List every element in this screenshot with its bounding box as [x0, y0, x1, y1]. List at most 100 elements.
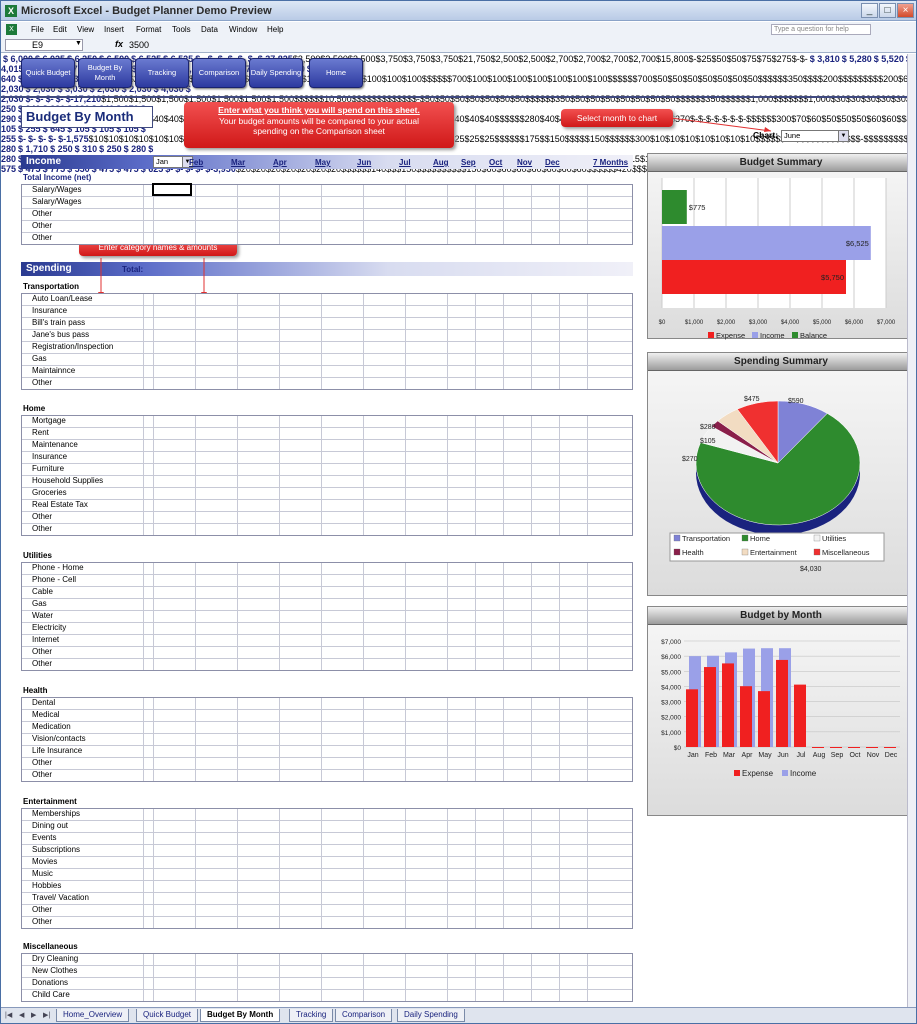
help-question-input[interactable]: Type a question for help [771, 24, 871, 35]
section-row-name[interactable]: Other [32, 647, 53, 656]
value-cell[interactable]: 20 [300, 164, 311, 174]
value-cell[interactable]: 1,500 [243, 94, 267, 104]
value-cell[interactable]: - [703, 114, 707, 124]
section-row-name[interactable]: Medication [32, 722, 71, 731]
value-cell[interactable]: 25 [701, 54, 712, 64]
value-cell[interactable]: 60 [546, 164, 557, 174]
value-cell[interactable]: 50 [731, 54, 742, 64]
selected-cell[interactable] [152, 183, 192, 196]
value-cell[interactable]: 50 [650, 94, 661, 104]
value-cell[interactable]: 3,750 [408, 54, 431, 64]
value-cell[interactable]: 50 [826, 114, 837, 124]
section-row-name[interactable]: Other [32, 378, 53, 387]
value-cell[interactable]: 50 [620, 94, 631, 104]
value-cell[interactable]: 20 [316, 164, 327, 174]
value-cell[interactable]: 50 [484, 94, 495, 104]
section-row-name[interactable]: Other [32, 905, 53, 914]
value-cell[interactable]: 1,000 [750, 94, 774, 104]
section-row-name[interactable]: Other [32, 770, 53, 779]
value-cell[interactable]: 75 [746, 54, 757, 64]
value-cell[interactable]: 30 [880, 94, 891, 104]
section-row-name[interactable]: Household Supplies [32, 476, 104, 485]
prev-sheet-icon[interactable]: ◀ [19, 1012, 25, 1019]
section-row-name[interactable]: Groceries [32, 488, 67, 497]
value-cell[interactable]: 150 [589, 134, 605, 144]
budget-summary-chart[interactable]: Budget Summary $0 $1,000 $2,000 $3,000 $4,00… [647, 153, 915, 340]
value-cell[interactable]: 40 [153, 114, 164, 124]
section-row-name[interactable]: Real Estate Tax [32, 500, 88, 509]
value-cell[interactable]: 60 [576, 164, 587, 174]
value-cell[interactable]: 10 [153, 134, 164, 144]
value-cell[interactable]: 3,750 [380, 54, 404, 64]
nav-daily-spending-button[interactable]: Daily Spending [249, 58, 303, 88]
value-cell[interactable]: 10 [670, 134, 681, 144]
nav-comparison-button[interactable]: Comparison [192, 58, 246, 88]
income-row-name[interactable]: Other [32, 233, 53, 242]
value-cell[interactable]: 50 [590, 94, 601, 104]
value-cell[interactable]: 75 [761, 54, 772, 64]
section-row-name[interactable]: Electricity [32, 623, 67, 632]
value-cell[interactable]: 3,500 [352, 54, 376, 64]
value-cell[interactable]: 60 [486, 164, 497, 174]
section-row-name[interactable]: Cable [32, 587, 53, 596]
minimize-button[interactable]: _ [861, 3, 878, 18]
section-row-name[interactable]: New Clothes [32, 966, 78, 975]
value-cell[interactable]: 40 [544, 114, 555, 124]
value-cell[interactable]: 50 [672, 74, 683, 84]
tab-budget-by-month[interactable]: Budget By Month [200, 1009, 281, 1022]
value-cell[interactable]: 25 [454, 134, 465, 144]
value-cell[interactable]: 50 [856, 114, 867, 124]
value-cell[interactable]: 50 [469, 94, 480, 104]
section-row-name[interactable]: Insurance [32, 452, 68, 461]
value-cell[interactable]: 10 [685, 134, 696, 144]
value-cell[interactable]: 20 [240, 164, 251, 174]
section-row-name[interactable]: Insurance [32, 306, 68, 315]
chevron-down-icon[interactable]: ▼ [75, 40, 82, 47]
section-row-name[interactable]: Dental [32, 698, 56, 707]
value-cell[interactable]: 50 [702, 74, 713, 84]
section-row-name[interactable]: Other [32, 659, 53, 668]
value-cell[interactable]: 2,700 [633, 54, 656, 64]
last-sheet-icon[interactable]: ▶| [43, 1012, 51, 1019]
section-row-name[interactable]: Jane's bus pass [32, 330, 90, 339]
value-cell[interactable]: 10 [138, 134, 149, 144]
formula-input[interactable]: 3500 [129, 40, 150, 50]
value-cell[interactable]: 10 [715, 134, 726, 144]
value-cell[interactable]: 2,700 [578, 54, 601, 64]
section-row-name[interactable]: Phone - Home [32, 563, 84, 572]
section-row-name[interactable]: Medical [32, 710, 60, 719]
value-cell[interactable]: 50 [605, 94, 616, 104]
value-cell[interactable]: 100 [492, 74, 508, 84]
value-cell[interactable]: 100 [386, 74, 402, 84]
nav-tracking-button[interactable]: Tracking [135, 58, 189, 88]
section-row-name[interactable]: Travel/ Vacation [32, 893, 89, 902]
nav-budget-by-month-button[interactable]: Budget By Month [78, 58, 132, 88]
fx-icon[interactable]: fx [115, 39, 124, 49]
value-cell[interactable]: 50 [635, 94, 646, 104]
value-cell[interactable]: 10 [654, 134, 665, 144]
value-cell[interactable]: 20 [331, 164, 342, 174]
income-row-name[interactable]: Salary/Wages [32, 185, 82, 194]
value-cell[interactable]: 60 [501, 164, 512, 174]
value-cell[interactable]: 100 [472, 74, 488, 84]
section-row-name[interactable]: Donations [32, 978, 69, 987]
menu-help[interactable]: Help [267, 25, 284, 34]
value-cell[interactable]: 2,500 [495, 54, 519, 64]
section-row-name[interactable]: Auto Loan/Lease [32, 294, 93, 303]
value-cell[interactable]: 50 [665, 94, 676, 104]
value-cell[interactable]: 20 [270, 164, 281, 174]
value-cell[interactable]: 50 [575, 94, 586, 104]
tab-home-overview[interactable]: Home_Overview [56, 1009, 130, 1022]
chart-month-dropdown[interactable]: June ▼ [781, 130, 849, 142]
value-cell[interactable]: 100 [592, 74, 608, 84]
value-cell[interactable]: 50 [747, 74, 758, 84]
value-cell[interactable]: 150 [549, 134, 565, 144]
section-row-name[interactable]: Other [32, 917, 53, 926]
value-cell[interactable]: 60 [886, 114, 897, 124]
value-cell[interactable]: 30 [865, 94, 876, 104]
section-row-name[interactable]: Water [32, 611, 54, 620]
value-cell[interactable]: 25 [469, 134, 480, 144]
value-cell[interactable]: 100 [512, 74, 528, 84]
section-row-name[interactable]: Gas [32, 599, 47, 608]
value-cell[interactable]: 60 [871, 114, 882, 124]
